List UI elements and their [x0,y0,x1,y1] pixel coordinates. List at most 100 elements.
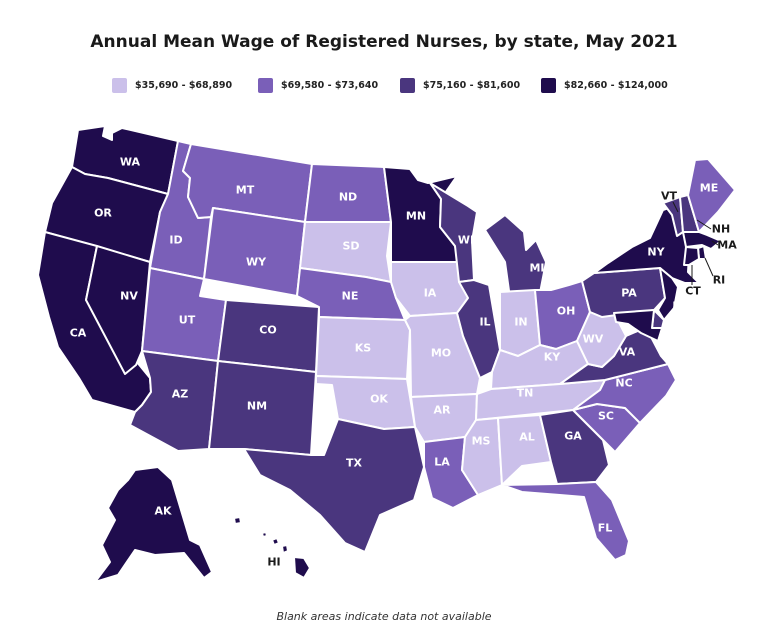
state-label-il: IL [479,316,490,329]
state-wy [203,207,306,297]
state-label-id: ID [169,234,182,247]
state-label-ga: GA [564,430,582,443]
state-label-ny: NY [647,246,665,259]
state-label-mi: MI [529,262,544,275]
state-me [687,158,736,233]
state-label-ut: UT [179,314,196,327]
legend-swatch-4 [541,77,556,93]
leader-line-ri [704,257,714,277]
state-label-sd: SD [342,240,359,253]
state-shape-il [456,279,501,379]
state-label-mn: MN [406,210,426,223]
state-label-ar: AR [434,404,452,417]
state-label-la: LA [434,456,450,469]
leader-line-vt [672,201,679,213]
state-label-wv: WV [583,333,604,346]
state-shape-mi [484,214,547,299]
state-label-ak: AK [154,505,172,518]
state-shape-hi [271,537,280,546]
state-label-nj: NJ [672,300,685,313]
legend-item-2: $69,580 - $73,640 [258,76,378,94]
state-label-ms: MS [472,435,491,448]
state-tx [243,418,425,553]
state-al [497,414,552,486]
state-label-al: AL [519,431,535,444]
state-shape-vt [662,196,684,237]
legend-label-2: $69,580 - $73,640 [281,79,379,91]
state-nv [85,245,151,375]
legend-label-4: $82,660 - $124,000 [564,79,668,91]
legend-label-1: $35,690 - $68,890 [135,79,233,91]
state-hi [233,516,311,579]
state-label-az: AZ [172,388,189,401]
state-md [613,309,663,342]
state-label-pa: PA [621,287,637,300]
state-label-ca: CA [70,327,87,340]
state-vt [662,196,684,237]
legend-swatch-3 [400,77,415,93]
state-shape-al [497,414,552,486]
state-label-hi: HI [267,556,280,569]
state-shape-ak [94,466,213,583]
state-shape-wy [203,207,306,297]
state-shape-tx [243,418,425,553]
state-label-ia: IA [424,287,437,300]
state-shape-nv [85,245,151,375]
legend-label-3: $75,160 - $81,600 [423,79,521,91]
state-label-ok: OK [370,393,388,406]
state-ks [315,316,411,380]
footnote: Blank areas indicate data not available [276,610,492,623]
state-label-co: CO [259,324,276,337]
state-label-nm: NM [247,400,267,413]
state-label-ne: NE [342,290,359,303]
legend: $35,690 - $68,890 $69,580 - $73,640 $75,… [0,76,768,96]
state-label-ky: KY [544,351,562,364]
state-nc [572,363,677,424]
state-il [456,279,501,379]
state-shape-nc [572,363,677,424]
state-label-wy: WY [246,256,267,269]
leader-line-ma [711,240,719,246]
legend-item-4: $82,660 - $124,000 [541,76,668,94]
state-shape-me [687,158,736,233]
state-label-vt: VT [661,190,678,203]
legend-item-1: $35,690 - $68,890 [112,76,232,94]
legend-item-3: $75,160 - $81,600 [400,76,520,94]
state-label-in: IN [514,316,527,329]
state-shape-fl [501,481,630,561]
state-label-ri: RI [713,274,726,287]
state-label-wi: WI [458,234,474,247]
state-label-sc: SC [598,410,614,423]
state-shape-hi [261,531,268,538]
state-shape-hi [281,544,289,554]
state-label-nv: NV [120,290,138,303]
state-label-tn: TN [517,387,534,400]
state-label-md: MD [684,338,704,351]
state-label-nh: NH [712,223,730,236]
state-shape-hi [233,516,242,525]
state-label-fl: FL [598,522,613,535]
state-label-de: DE [685,320,702,333]
state-label-wa: WA [120,156,141,169]
state-shape-ct [683,246,700,266]
state-label-me: ME [700,182,718,195]
state-label-mt: MT [236,184,255,197]
state-label-va: VA [619,346,636,359]
state-shape-nj [657,267,679,321]
legend-swatch-2 [258,77,273,93]
state-label-ks: KS [355,342,372,355]
state-ok [315,375,416,430]
leader-line-nh [696,219,712,230]
legend-swatch-1 [112,77,127,93]
state-label-oh: OH [557,305,576,318]
state-fl [501,481,630,561]
map-title: Annual Mean Wage of Registered Nurses, b… [90,32,678,52]
state-label-tx: TX [346,457,363,470]
state-mi [484,214,547,299]
state-label-nc: NC [615,377,632,390]
state-label-ct: CT [685,285,701,298]
state-shape-md [613,309,663,342]
state-shape-hi [293,556,311,579]
state-label-or: OR [94,207,112,220]
state-label-ma: MA [717,239,737,252]
